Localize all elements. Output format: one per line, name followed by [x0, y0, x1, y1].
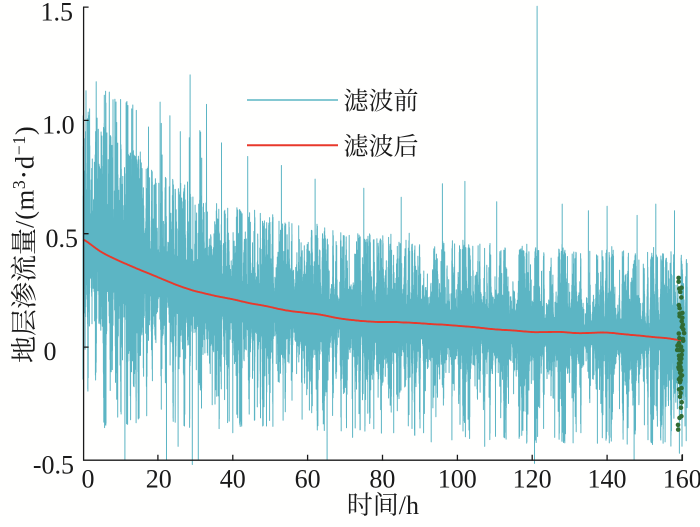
svg-text:/h: /h [399, 491, 419, 520]
svg-text:20: 20 [146, 465, 172, 494]
svg-text:-0.5: -0.5 [33, 450, 74, 479]
svg-text:160: 160 [663, 465, 700, 494]
svg-text:120: 120 [513, 465, 552, 494]
svg-text:0: 0 [44, 337, 57, 366]
svg-text:1.5: 1.5 [41, 0, 74, 27]
svg-text:0.5: 0.5 [46, 224, 79, 253]
svg-text:40: 40 [220, 465, 246, 494]
svg-text:0: 0 [82, 465, 95, 494]
svg-text:/(m3·d−1): /(m3·d−1) [9, 126, 41, 228]
svg-text:100: 100 [438, 465, 477, 494]
svg-text:1.0: 1.0 [42, 111, 75, 140]
svg-text:140: 140 [588, 465, 627, 494]
svg-text:80: 80 [369, 465, 395, 494]
svg-text:60: 60 [295, 465, 321, 494]
